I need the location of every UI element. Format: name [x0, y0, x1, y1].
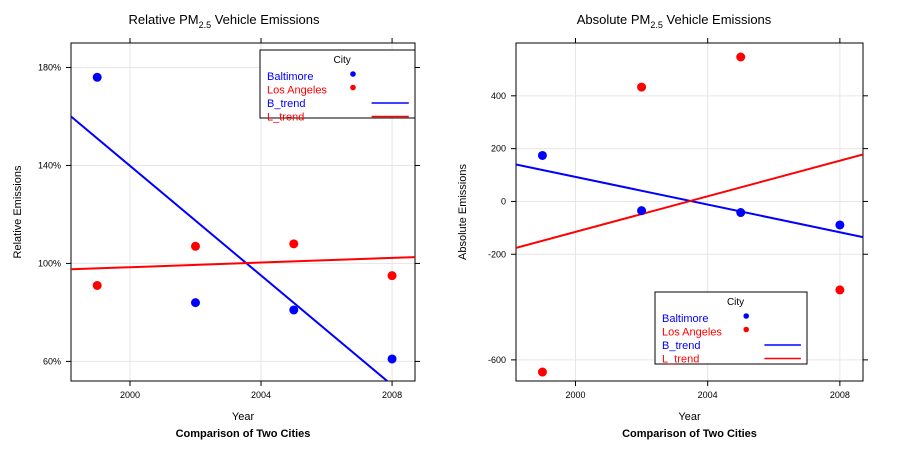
legend-title: City [727, 297, 744, 308]
data-point-baltimore [736, 208, 746, 218]
x-tick-label: 2008 [382, 390, 402, 400]
x-tick-label: 2004 [251, 390, 271, 400]
y-tick-label: 180% [38, 62, 61, 72]
data-point-baltimore [835, 220, 845, 230]
y-tick-label: 200 [491, 144, 506, 154]
legend-label: L_trend [267, 112, 304, 124]
data-point-los-angeles [387, 271, 397, 281]
chart-caption: Comparison of Two Cities [176, 428, 311, 440]
data-point-los-angeles [92, 280, 102, 290]
x-tick-label: 2000 [120, 390, 140, 400]
y-tick-label: 140% [38, 160, 61, 170]
legend-label: B_trend [662, 340, 701, 352]
trend-line-l-trend [516, 153, 863, 249]
x-axis-label: Year [232, 411, 255, 423]
x-axis-label: Year [678, 411, 701, 423]
legend-label: Baltimore [267, 71, 313, 83]
legend-label: B_trend [267, 98, 306, 110]
data-point-baltimore [92, 72, 102, 82]
x-tick-label: 2000 [565, 390, 585, 400]
legend-marker [743, 313, 749, 319]
y-tick-label: 100% [38, 258, 61, 268]
data-point-baltimore [637, 206, 647, 216]
legend-box [654, 291, 808, 365]
y-tick-label: 400 [491, 91, 506, 101]
legend-marker [350, 71, 356, 77]
data-point-los-angeles [537, 367, 547, 377]
trend-line-l-trend [71, 256, 415, 271]
legend-label: Los Angeles [662, 327, 722, 339]
data-point-los-angeles [289, 239, 299, 249]
data-point-baltimore [190, 298, 200, 308]
legend-label: L_trend [662, 354, 699, 366]
data-point-los-angeles [190, 241, 200, 251]
chart-panel-1: Relative PM2.5 Vehicle Emissions 2000 2004… [12, 12, 420, 440]
data-point-los-angeles [637, 82, 647, 92]
x-tick-label: 2004 [698, 390, 718, 400]
y-axis-label: Relative Emissions [12, 165, 24, 258]
data-point-los-angeles [835, 285, 845, 295]
legend-label: Los Angeles [267, 85, 327, 97]
legend-marker [350, 84, 356, 91]
data-point-los-angeles [736, 52, 746, 62]
y-tick-label: -200 [488, 249, 506, 259]
data-point-baltimore [537, 150, 547, 160]
data-point-baltimore [289, 305, 299, 315]
y-axis-label: Absolute Emissions [457, 164, 469, 260]
legend-marker [743, 326, 749, 333]
chart-caption: Comparison of Two Cities [622, 428, 757, 440]
chart-title: Absolute PM2.5 Vehicle Emissions [577, 12, 772, 30]
trend-line-b-trend [71, 115, 388, 381]
plot-frame [515, 42, 864, 382]
y-tick-label: 60% [43, 356, 61, 366]
chart-title: Relative PM2.5 Vehicle Emissions [129, 12, 320, 30]
legend-box [259, 49, 416, 119]
y-tick-label: 0 [501, 196, 506, 206]
legend-title: City [334, 55, 351, 66]
y-tick-label: -600 [488, 355, 506, 365]
plot-frame [70, 42, 416, 382]
legend-label: Baltimore [662, 313, 708, 325]
x-tick-label: 2008 [830, 390, 850, 400]
data-point-baltimore [387, 354, 397, 364]
